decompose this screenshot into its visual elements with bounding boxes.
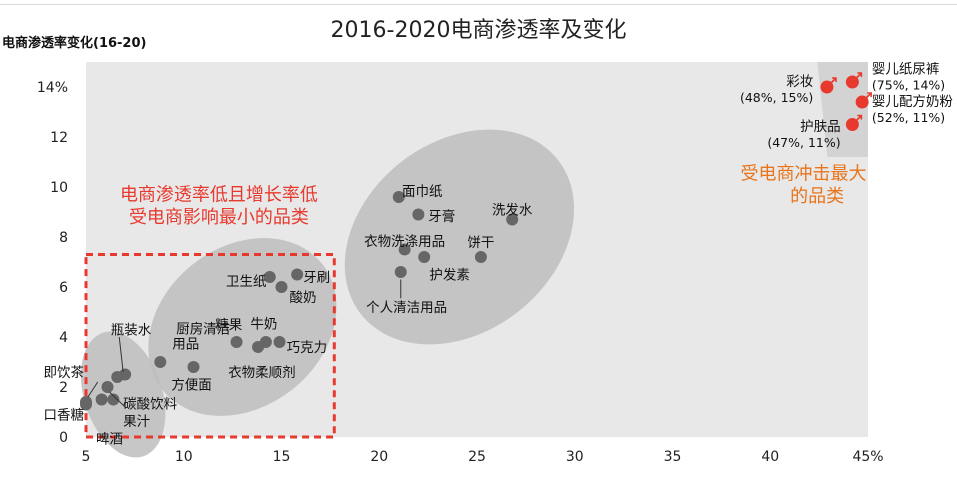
data-label: 即饮茶 (44, 365, 85, 381)
data-point (506, 213, 519, 226)
top-divider (0, 4, 957, 5)
data-point (95, 393, 108, 406)
data-point (263, 271, 276, 283)
data-point (412, 208, 425, 221)
data-point (398, 243, 411, 256)
x-tick-label: 20 (370, 449, 388, 465)
data-point (392, 191, 405, 203)
data-point (80, 398, 92, 411)
cluster-ellipse-upper (344, 129, 575, 345)
x-tick-label: 45% (852, 449, 883, 465)
data-label: 厨房清洁 (176, 321, 230, 337)
data-label: (48%, 15%) (740, 90, 813, 105)
data-point (101, 381, 114, 393)
data-point (107, 393, 120, 406)
data-point (394, 266, 407, 278)
leader-line (109, 391, 126, 408)
data-label: 果汁 (123, 414, 150, 430)
data-label: 瓶装水 (111, 323, 152, 339)
chart-title: 2016-2020电商渗透率及变化 (330, 18, 627, 43)
y-tick-label: 4 (59, 330, 68, 346)
data-label: 面巾纸 (402, 184, 443, 200)
y-tick-label: 14% (37, 80, 68, 96)
data-label: 婴儿配方奶粉 (872, 94, 953, 110)
data-label: 卫生纸 (226, 274, 267, 290)
x-tick-label: 10 (175, 449, 193, 465)
x-tick-label: 25 (468, 449, 486, 465)
x-tick-label: 5 (82, 449, 91, 465)
data-point (119, 368, 132, 381)
y-tick-label: 6 (59, 280, 68, 296)
data-label: 衣物洗涤用品 (364, 234, 445, 250)
data-point (273, 336, 286, 348)
data-point (154, 356, 167, 368)
data-label: 牛奶 (250, 316, 277, 332)
leader-line (87, 381, 99, 398)
data-point (474, 251, 487, 263)
x-tick-label: 30 (566, 449, 584, 465)
annotation-text: 的品类 (790, 186, 844, 207)
data-label: 糖果 (215, 318, 242, 334)
data-label: 护发素 (429, 268, 470, 284)
y-tick-label: 0 (59, 430, 68, 446)
data-point (230, 336, 243, 348)
annotation-text: 受电商影响最小的品类 (129, 207, 309, 228)
data-label: 口香糖 (44, 408, 85, 424)
highlight-arrow-icon (854, 72, 863, 80)
data-label: (47%, 11%) (767, 135, 840, 150)
data-label: (52%, 11%) (872, 110, 945, 125)
leader-line (118, 336, 124, 373)
y-tick-label: 2 (59, 380, 68, 396)
data-label: 护肤品 (800, 119, 841, 135)
data-point (275, 281, 288, 293)
data-label: 洗发水 (492, 203, 533, 219)
data-label: 牙膏 (428, 208, 455, 225)
y-tick-label: 8 (59, 230, 68, 246)
data-label: 巧克力 (287, 340, 328, 356)
data-label: 彩妆 (786, 74, 813, 90)
data-label: 牙刷 (303, 270, 330, 286)
data-label: 酸奶 (290, 290, 317, 306)
data-label: 衣物柔顺剂 (228, 365, 296, 381)
annotation-text: 电商渗透率低且增长率低 (120, 185, 318, 206)
data-point (291, 268, 304, 281)
data-point (187, 361, 200, 373)
data-point (259, 336, 272, 348)
y-axis-label: 电商渗透率变化(16-20) (2, 36, 147, 51)
y-tick-label: 12 (50, 130, 68, 146)
data-label: 啤酒 (96, 431, 123, 447)
highlight-arrow-icon (854, 114, 863, 123)
highlight-arrow-icon (829, 77, 837, 85)
y-tick-label: 10 (50, 180, 68, 196)
x-tick-label: 35 (664, 449, 682, 465)
dashed-box (84, 253, 336, 439)
cluster-ellipse-low (80, 331, 166, 458)
data-label: 碳酸饮料 (123, 396, 177, 412)
x-tick-label: 40 (761, 449, 779, 465)
annotation-text: 受电商冲击最大 (740, 163, 866, 184)
data-label: 用品 (172, 336, 199, 352)
data-label: 个人清洁用品 (366, 300, 447, 316)
x-tick-label: 15 (273, 449, 291, 465)
data-label: (75%, 14%) (872, 78, 945, 93)
highlight-arrow-icon (864, 92, 872, 100)
data-point (418, 251, 431, 263)
data-label: 婴儿纸尿裤 (872, 61, 940, 77)
data-label: 方便面 (171, 378, 212, 394)
data-label: 饼干 (467, 235, 494, 251)
